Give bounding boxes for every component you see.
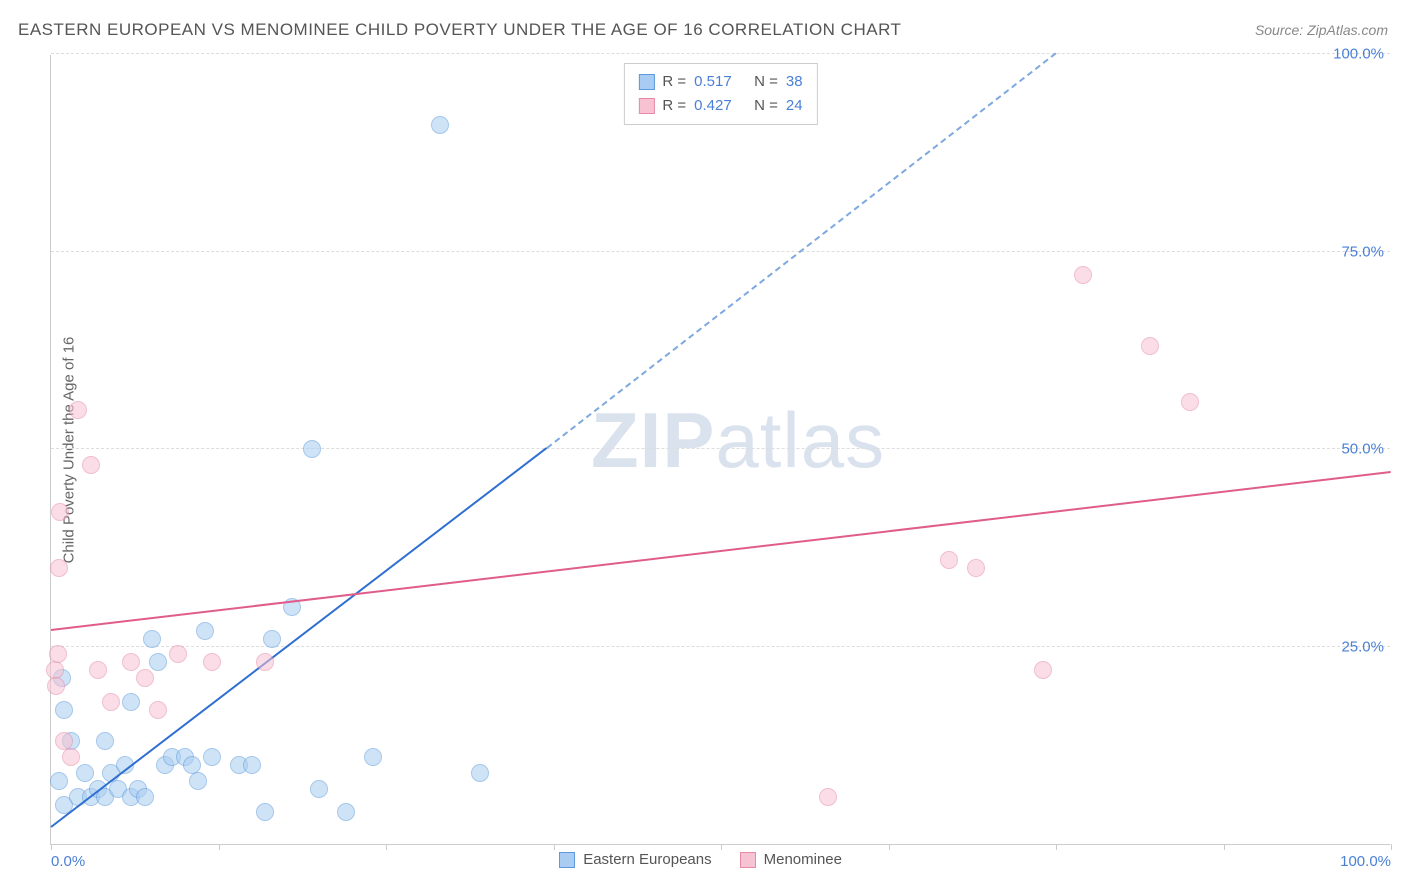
data-point [50,772,68,790]
x-tick-mark [889,844,890,850]
y-tick-label: 100.0% [1333,46,1384,63]
data-point [136,788,154,806]
x-tick-mark [219,844,220,850]
x-tick-mark [386,844,387,850]
data-point [203,653,221,671]
data-point [337,803,355,821]
r-value: 0.427 [694,94,746,118]
x-tick-label: 100.0% [1340,853,1391,870]
trendline [51,471,1391,631]
y-tick-label: 25.0% [1341,638,1384,655]
n-label: N = [754,70,778,94]
data-point [96,732,114,750]
data-point [940,551,958,569]
chart-title: EASTERN EUROPEAN VS MENOMINEE CHILD POVE… [18,20,901,40]
watermark: ZIPatlas [591,395,885,486]
n-label: N = [754,94,778,118]
data-point [819,788,837,806]
data-point [51,503,69,521]
y-axis-label: Child Poverty Under the Age of 16 [61,336,78,563]
source-attribution: Source: ZipAtlas.com [1255,22,1388,38]
data-point [149,701,167,719]
correlation-legend: R = 0.517 N = 38 R = 0.427 N = 24 [623,63,817,125]
data-point [1141,337,1159,355]
x-tick-mark [721,844,722,850]
r-label: R = [662,70,686,94]
gridline-h [51,448,1390,449]
data-point [169,645,187,663]
legend-swatch [638,74,654,90]
header: EASTERN EUROPEAN VS MENOMINEE CHILD POVE… [18,20,1388,40]
data-point [1034,661,1052,679]
n-value: 38 [786,70,803,94]
legend-row: R = 0.517 N = 38 [638,70,802,94]
data-point [122,653,140,671]
data-point [50,559,68,577]
legend-item: Menominee [740,851,842,868]
plot-area: Child Poverty Under the Age of 16 ZIPatl… [50,55,1390,845]
gridline-h [51,251,1390,252]
data-point [256,803,274,821]
data-point [76,764,94,782]
x-tick-mark [554,844,555,850]
data-point [364,748,382,766]
legend-swatch [638,98,654,114]
data-point [263,630,281,648]
x-tick-mark [1224,844,1225,850]
data-point [196,622,214,640]
data-point [203,748,221,766]
x-tick-mark [51,844,52,850]
legend-swatch [559,852,575,868]
legend-row: R = 0.427 N = 24 [638,94,802,118]
data-point [303,440,321,458]
n-value: 24 [786,94,803,118]
y-tick-label: 50.0% [1341,441,1384,458]
legend-label: Eastern Europeans [583,851,711,868]
data-point [82,456,100,474]
legend-item: Eastern Europeans [559,851,711,868]
data-point [122,693,140,711]
data-point [69,401,87,419]
data-point [89,661,107,679]
data-point [471,764,489,782]
data-point [967,559,985,577]
series-legend: Eastern Europeans Menominee [559,851,842,868]
x-tick-mark [1391,844,1392,850]
data-point [256,653,274,671]
data-point [431,116,449,134]
legend-label: Menominee [764,851,842,868]
x-tick-mark [1056,844,1057,850]
data-point [310,780,328,798]
data-point [47,677,65,695]
gridline-h [51,53,1390,54]
data-point [243,756,261,774]
data-point [1074,266,1092,284]
data-point [55,701,73,719]
r-value: 0.517 [694,70,746,94]
data-point [102,693,120,711]
data-point [62,748,80,766]
r-label: R = [662,94,686,118]
data-point [189,772,207,790]
data-point [149,653,167,671]
data-point [136,669,154,687]
data-point [143,630,161,648]
x-tick-label: 0.0% [51,853,85,870]
legend-swatch [740,852,756,868]
data-point [49,645,67,663]
y-tick-label: 75.0% [1341,243,1384,260]
gridline-h [51,646,1390,647]
data-point [1181,393,1199,411]
